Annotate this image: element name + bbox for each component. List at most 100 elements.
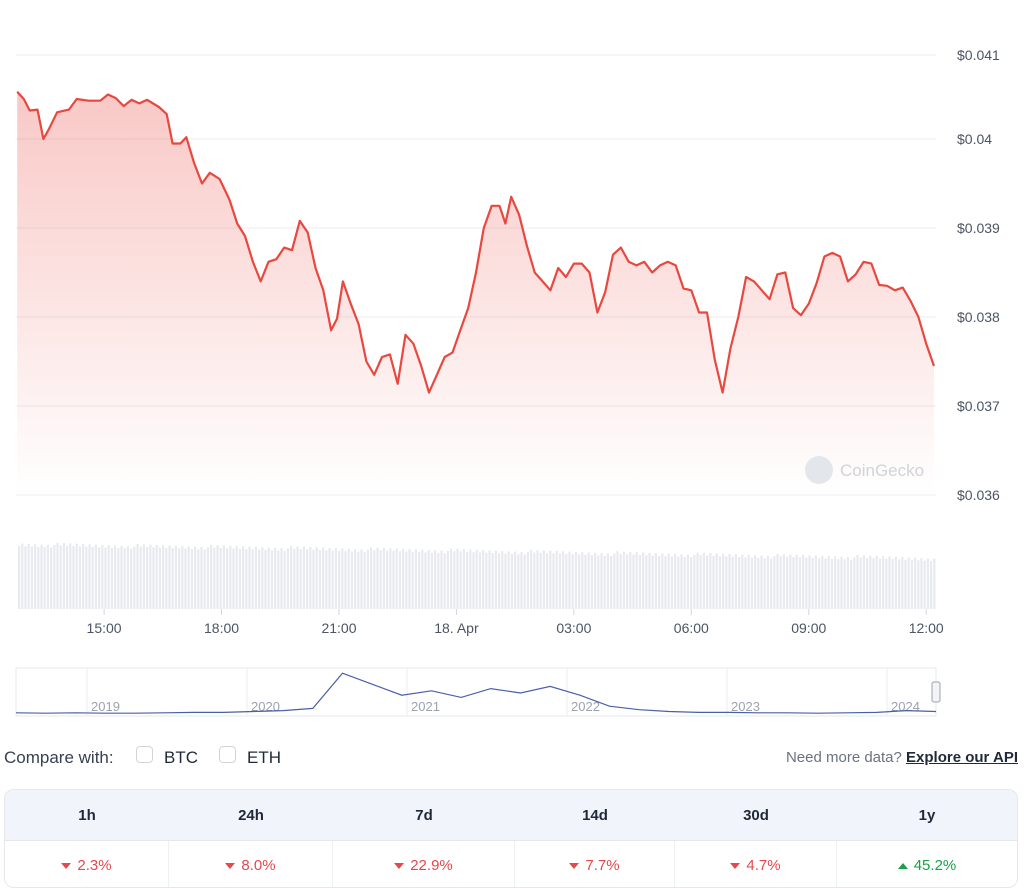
volume-bar [133,546,136,609]
volume-bar [706,555,709,609]
compare-bar: Compare with: BTC ETH Need more data? Ex… [0,742,1024,774]
volume-bar [837,559,840,609]
volume-bar [731,556,734,609]
volume-bar [459,551,462,609]
volume-bar [82,544,85,609]
volume-bar [168,545,171,609]
volume-bar [389,548,392,609]
volume-bar [421,549,424,609]
volume-bar [549,550,552,609]
volume-bar [405,551,408,609]
volume-bar [517,554,520,609]
volume-bar [210,544,213,609]
compare-label: Compare with: [4,748,114,767]
volume-bar [91,546,94,609]
volume-bar [584,554,587,609]
volume-bar [866,557,869,609]
price-line[interactable] [16,91,936,394]
volume-bar [43,547,46,609]
btc-checkbox-label[interactable]: BTC [164,748,198,767]
volume-bar [910,560,913,609]
volume-bar [696,552,699,609]
eth-checkbox[interactable] [219,746,236,763]
volume-bar [773,556,776,609]
volume-bar [882,556,885,609]
volume-bar [891,559,894,609]
volume-bar [619,554,622,609]
volume-bar [286,548,289,609]
volume-bar [734,554,737,609]
volume-bar [392,550,395,609]
volume-bar [811,557,814,609]
volume-bar [747,554,750,609]
volume-bar [267,547,270,609]
volume-bar [178,548,181,609]
volume-bar [37,546,40,609]
volume-bar [187,546,190,609]
volume-bar [536,550,539,609]
coingecko-logo-icon [805,456,833,484]
volume-bar [408,549,411,609]
volume-bar [766,555,769,609]
volume-bar [674,554,677,609]
volume-bar [120,545,123,609]
x-tick-label: 21:00 [321,620,356,636]
volume-bar [926,558,929,609]
period-1h: 1h [78,806,96,824]
volume-bar [901,557,904,609]
volume-bar [46,544,49,609]
range-navigator[interactable]: 2019 2020 2021 2022 2023 2024 [15,667,941,717]
volume-bar [818,558,821,609]
volume-bar [40,544,43,609]
volume-bar [827,556,830,609]
volume-bar [232,548,235,609]
volume-bar [712,555,715,609]
y-tick-label: $0.039 [957,220,1000,236]
volume-bar [126,546,129,609]
volume-bar [277,550,280,609]
volume-bar [491,553,494,609]
volume-bar [667,553,670,609]
y-tick-label: $0.041 [957,47,1000,63]
volume-bar [603,555,606,609]
volume-bar [616,551,619,609]
change-value: 8.0% [241,857,276,874]
volume-bar [898,559,901,609]
x-tick-label: 09:00 [791,620,826,636]
watermark-text: CoinGecko [840,461,924,480]
volume-bar [869,555,872,609]
price-chart[interactable]: $0.041 $0.04 $0.039 $0.038 $0.037 $0.036 Coin… [0,0,1024,730]
x-axis: 15:00 18:00 21:00 18. Apr 03:00 06:00 09:00 12:… [87,609,944,636]
volume-bar [626,554,629,609]
volume-bar [101,544,104,609]
volume-bar [94,544,97,609]
volume-bar [398,551,401,609]
eth-checkbox-label[interactable]: ETH [247,748,281,767]
navigator-handle[interactable] [931,681,941,703]
volume-bar [635,552,638,609]
volume-bar [664,556,667,609]
volume-bar [629,551,632,609]
volume-bar [638,554,641,609]
down-arrow-icon [61,862,72,869]
volume-bar [136,544,139,609]
volume-bar [328,547,331,609]
volume-bar [805,557,808,609]
volume-bar [894,556,897,609]
volume-bar [878,558,881,609]
volume-bar [418,552,421,609]
volume-bar [920,558,923,609]
volume-bar [258,549,261,609]
change-1h: 2.3% [5,841,169,887]
volume-bar [56,542,59,609]
volume-bar [165,547,168,609]
volume-bar [110,547,113,609]
volume-bar [174,545,177,609]
volume-bar [280,548,283,609]
btc-checkbox[interactable] [136,746,153,763]
volume-bar [98,547,101,609]
volume-bar [533,552,536,609]
volume-bar [453,551,456,609]
explore-api-link[interactable]: Explore our API [906,749,1018,766]
volume-bar [744,557,747,609]
